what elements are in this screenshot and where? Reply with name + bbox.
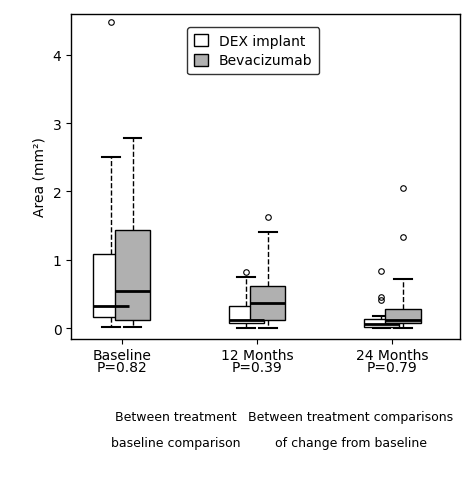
PathPatch shape bbox=[385, 309, 420, 323]
PathPatch shape bbox=[228, 306, 264, 323]
Text: Between treatment: Between treatment bbox=[115, 410, 237, 423]
PathPatch shape bbox=[93, 255, 128, 317]
Text: baseline comparison: baseline comparison bbox=[111, 436, 241, 449]
Legend: DEX implant, Bevacizumab: DEX implant, Bevacizumab bbox=[187, 28, 319, 76]
PathPatch shape bbox=[250, 286, 285, 320]
PathPatch shape bbox=[364, 320, 399, 327]
Y-axis label: Area (mm²): Area (mm²) bbox=[33, 137, 47, 216]
Text: P=0.39: P=0.39 bbox=[232, 361, 283, 375]
Text: of change from baseline: of change from baseline bbox=[275, 436, 427, 449]
Text: P=0.82: P=0.82 bbox=[96, 361, 147, 375]
PathPatch shape bbox=[115, 231, 150, 320]
Text: P=0.79: P=0.79 bbox=[367, 361, 418, 375]
Text: Between treatment comparisons: Between treatment comparisons bbox=[248, 410, 454, 423]
